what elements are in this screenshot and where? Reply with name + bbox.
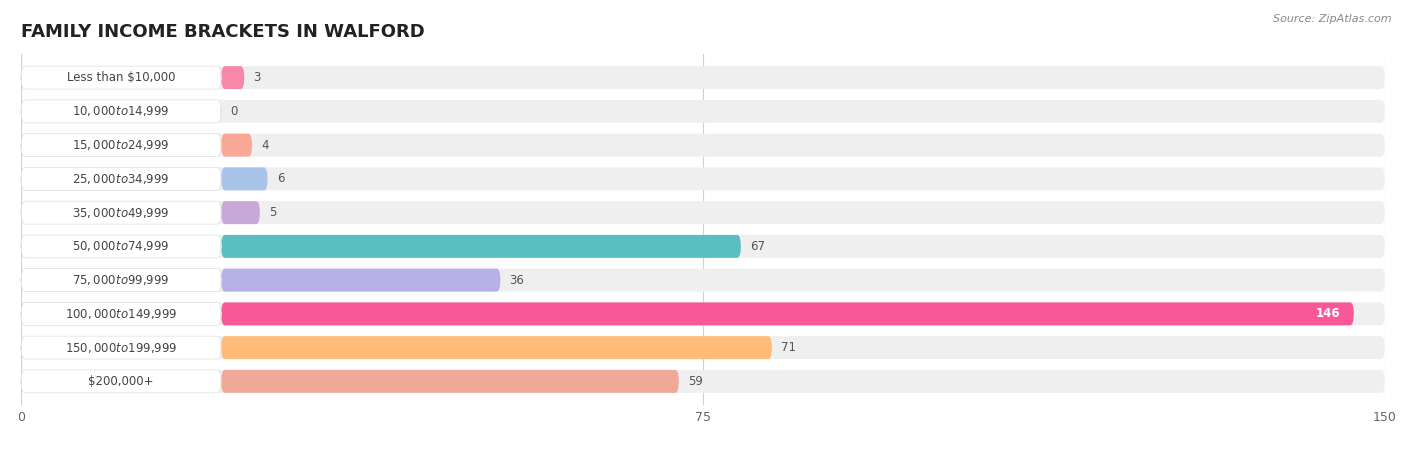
Text: $200,000+: $200,000+ xyxy=(89,375,153,388)
Text: 146: 146 xyxy=(1316,307,1340,320)
FancyBboxPatch shape xyxy=(221,66,245,89)
FancyBboxPatch shape xyxy=(21,66,221,89)
FancyBboxPatch shape xyxy=(21,134,221,157)
FancyBboxPatch shape xyxy=(21,167,1385,190)
Text: 59: 59 xyxy=(688,375,703,388)
Text: 0: 0 xyxy=(231,105,238,118)
FancyBboxPatch shape xyxy=(21,134,1385,157)
Text: Source: ZipAtlas.com: Source: ZipAtlas.com xyxy=(1274,14,1392,23)
Text: $50,000 to $74,999: $50,000 to $74,999 xyxy=(72,239,170,253)
FancyBboxPatch shape xyxy=(21,269,221,292)
FancyBboxPatch shape xyxy=(21,370,1385,393)
Text: $150,000 to $199,999: $150,000 to $199,999 xyxy=(65,341,177,355)
Text: 3: 3 xyxy=(253,71,262,84)
FancyBboxPatch shape xyxy=(21,269,1385,292)
FancyBboxPatch shape xyxy=(21,235,1385,258)
Text: 5: 5 xyxy=(269,206,277,219)
FancyBboxPatch shape xyxy=(221,235,741,258)
Text: $10,000 to $14,999: $10,000 to $14,999 xyxy=(72,104,170,118)
Text: $75,000 to $99,999: $75,000 to $99,999 xyxy=(72,273,170,287)
Text: Less than $10,000: Less than $10,000 xyxy=(67,71,176,84)
FancyBboxPatch shape xyxy=(21,370,221,393)
Text: 67: 67 xyxy=(749,240,765,253)
FancyBboxPatch shape xyxy=(21,336,1385,359)
Text: $35,000 to $49,999: $35,000 to $49,999 xyxy=(72,206,170,220)
FancyBboxPatch shape xyxy=(21,100,1385,123)
FancyBboxPatch shape xyxy=(221,302,1354,325)
FancyBboxPatch shape xyxy=(221,336,772,359)
FancyBboxPatch shape xyxy=(221,134,252,157)
FancyBboxPatch shape xyxy=(21,201,1385,224)
FancyBboxPatch shape xyxy=(221,167,267,190)
Text: FAMILY INCOME BRACKETS IN WALFORD: FAMILY INCOME BRACKETS IN WALFORD xyxy=(21,23,425,41)
Text: 36: 36 xyxy=(509,274,524,287)
Text: $100,000 to $149,999: $100,000 to $149,999 xyxy=(65,307,177,321)
FancyBboxPatch shape xyxy=(21,302,221,325)
Text: 6: 6 xyxy=(277,172,284,185)
FancyBboxPatch shape xyxy=(221,370,679,393)
Text: 4: 4 xyxy=(262,139,269,152)
FancyBboxPatch shape xyxy=(21,336,221,359)
FancyBboxPatch shape xyxy=(21,302,1385,325)
FancyBboxPatch shape xyxy=(21,100,221,123)
FancyBboxPatch shape xyxy=(21,201,221,224)
FancyBboxPatch shape xyxy=(21,167,221,190)
FancyBboxPatch shape xyxy=(21,66,1385,89)
FancyBboxPatch shape xyxy=(221,201,260,224)
FancyBboxPatch shape xyxy=(21,235,221,258)
FancyBboxPatch shape xyxy=(221,269,501,292)
Text: $15,000 to $24,999: $15,000 to $24,999 xyxy=(72,138,170,152)
Text: $25,000 to $34,999: $25,000 to $34,999 xyxy=(72,172,170,186)
Text: 71: 71 xyxy=(782,341,796,354)
